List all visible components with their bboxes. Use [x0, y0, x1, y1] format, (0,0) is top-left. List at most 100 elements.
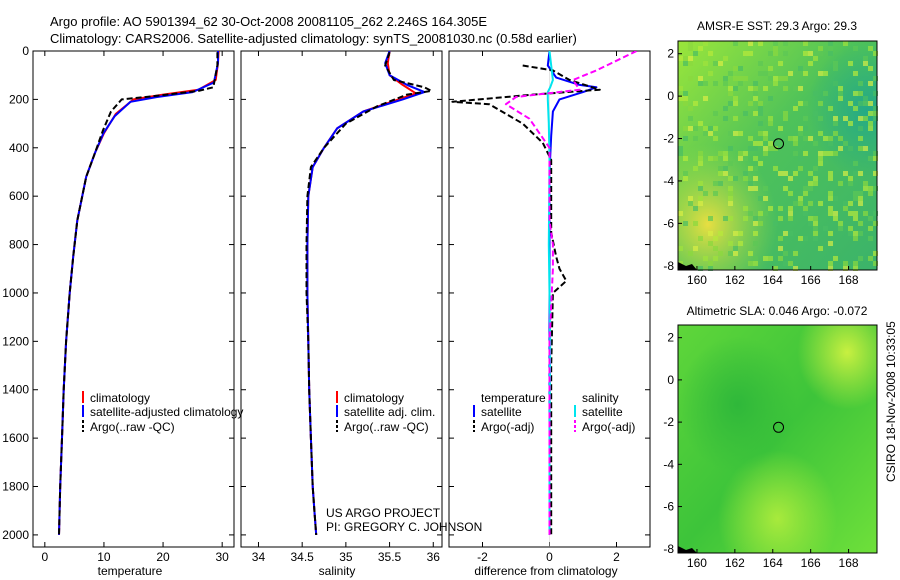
x-tick-label: 0 — [546, 550, 553, 564]
sst-pixel — [853, 191, 858, 196]
sst-pixel — [848, 61, 853, 66]
sst-pixel — [813, 236, 818, 241]
legend-label: Argo(..raw -QC) — [90, 420, 175, 434]
x-tick-label: 20 — [156, 550, 170, 564]
y-tick-label: 0 — [667, 89, 674, 103]
x-tick-label: 34.5 — [290, 550, 314, 564]
sst-pixel — [683, 176, 688, 181]
sst-pixel — [803, 101, 808, 106]
sst-pixel — [723, 156, 728, 161]
sst-pixel — [858, 81, 863, 86]
sst-pixel — [698, 121, 703, 126]
x-tick-label: 160 — [687, 556, 707, 570]
sst-pixel — [858, 221, 863, 226]
sst-pixel — [833, 131, 838, 136]
sst-pixel — [813, 166, 818, 171]
sst-pixel — [823, 151, 828, 156]
sst-pixel — [798, 101, 803, 106]
sst-pixel — [848, 231, 853, 236]
sst-pixel — [873, 91, 878, 96]
sst-pixel — [678, 86, 683, 91]
sst-pixel — [803, 186, 808, 191]
sst-pixel — [693, 101, 698, 106]
sst-pixel — [693, 51, 698, 56]
sst-pixel — [773, 41, 778, 46]
x-tick-label: 2 — [613, 550, 620, 564]
y-tick-label: 400 — [9, 141, 29, 155]
sst-pixel — [708, 261, 713, 266]
sst-pixel — [783, 261, 788, 266]
y-tick-label: 800 — [9, 238, 29, 252]
sst-pixel — [818, 151, 823, 156]
sst-pixel — [718, 181, 723, 186]
sst-pixel — [763, 151, 768, 156]
sla-map-frame — [677, 324, 878, 554]
sst-pixel — [713, 181, 718, 186]
sst-pixel — [758, 121, 763, 126]
sst-pixel — [733, 176, 738, 181]
sst-pixel — [733, 116, 738, 121]
sst-pixel — [818, 131, 823, 136]
sst-pixel — [853, 91, 858, 96]
sst-pixel — [733, 86, 738, 91]
sst-pixel — [858, 136, 863, 141]
sst-pixel — [688, 251, 693, 256]
sst-pixel — [873, 76, 878, 81]
project-annotation: US ARGO PROJECT — [326, 506, 441, 520]
sst-pixel — [763, 86, 768, 91]
sst-pixel — [723, 151, 728, 156]
sst-pixel — [753, 111, 758, 116]
sst-pixel — [798, 156, 803, 161]
sst-pixel — [713, 111, 718, 116]
sst-pixel — [833, 61, 838, 66]
sst-pixel — [763, 211, 768, 216]
sst-pixel — [713, 61, 718, 66]
sst-pixel — [773, 76, 778, 81]
sst-pixel — [763, 196, 768, 201]
sst-pixel — [803, 71, 808, 76]
sst-pixel — [863, 61, 868, 66]
sst-pixel — [803, 151, 808, 156]
series-line-salinity-satellite — [546, 51, 554, 535]
sst-pixel — [693, 221, 698, 226]
sst-pixel — [803, 191, 808, 196]
sst-pixel — [733, 96, 738, 101]
sst-pixel — [758, 221, 763, 226]
sst-pixel — [683, 101, 688, 106]
sst-pixel — [783, 116, 788, 121]
sst-pixel — [833, 66, 838, 71]
sst-cool-region — [678, 41, 877, 270]
legend-label: Argo(..raw -QC) — [344, 420, 429, 434]
sst-pixel — [753, 231, 758, 236]
sst-pixel — [853, 106, 858, 111]
sst-pixel — [808, 216, 813, 221]
sst-pixel — [788, 206, 793, 211]
sst-pixel — [753, 216, 758, 221]
sst-pixel — [828, 211, 833, 216]
sst-pixel — [713, 236, 718, 241]
sst-pixel — [818, 51, 823, 56]
sst-pixel — [838, 221, 843, 226]
sst-pixel — [818, 46, 823, 51]
sst-pixel — [853, 171, 858, 176]
sst-pixel — [728, 216, 733, 221]
sst-pixel — [713, 191, 718, 196]
y-tick-label: -2 — [663, 132, 674, 146]
sst-pixel — [768, 121, 773, 126]
sst-pixel — [838, 181, 843, 186]
sst-pixel — [703, 126, 708, 131]
sst-pixel — [733, 131, 738, 136]
sst-pixel — [788, 231, 793, 236]
sst-pixel — [733, 41, 738, 46]
sst-pixel — [713, 256, 718, 261]
sst-pixel — [848, 181, 853, 186]
sst-pixel — [843, 206, 848, 211]
sst-pixel — [753, 256, 758, 261]
sst-pixel — [698, 196, 703, 201]
sst-pixel — [818, 101, 823, 106]
sst-pixel — [853, 266, 858, 271]
sst-pixel — [808, 61, 813, 66]
sst-pixel — [698, 186, 703, 191]
sst-pixel — [688, 56, 693, 61]
sst-pixel — [858, 146, 863, 151]
